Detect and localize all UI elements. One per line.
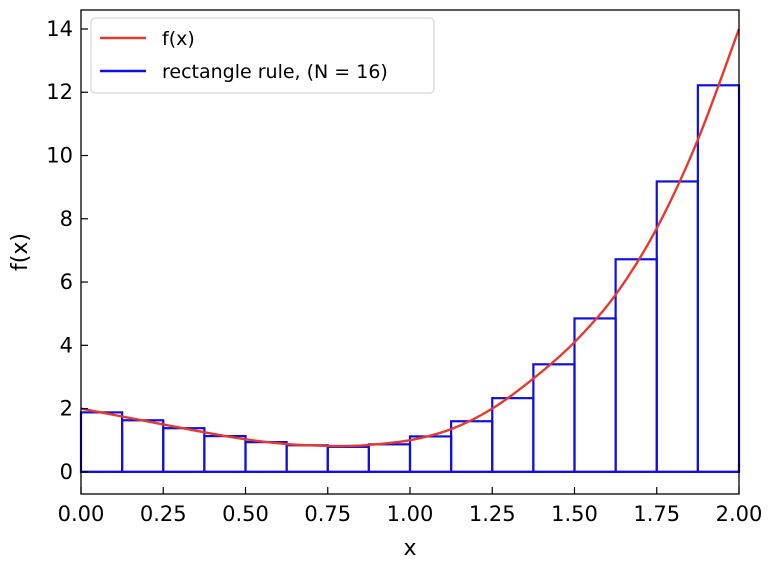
ticks-layer: 0.00 0.25 0.50 0.75 1.00 1.25 1.50 1.75 2.00 0 2 4 6… xyxy=(46,17,762,526)
x-tick-label: 2.00 xyxy=(716,502,763,526)
rectangle-bar xyxy=(491,397,535,473)
fx-curve xyxy=(80,28,741,448)
y-tick-label: 0 xyxy=(60,460,73,484)
y-tick-label: 14 xyxy=(46,17,73,41)
rectangle-bar xyxy=(367,443,412,473)
rectangle-bar xyxy=(121,419,165,473)
y-tick-label: 8 xyxy=(60,207,73,231)
rectangle-bar xyxy=(696,84,741,473)
legend-label-rectangle-rule: rectangle rule, (N = 16) xyxy=(162,61,388,83)
y-tick-label: 6 xyxy=(60,270,73,294)
rectangle-bar xyxy=(79,411,124,473)
rectangle-bar xyxy=(408,435,453,473)
rectangle-bar xyxy=(162,427,206,473)
legend: f(x) rectangle rule, (N = 16) xyxy=(90,17,435,94)
x-tick-label: 0.75 xyxy=(304,502,351,526)
x-axis-label: x xyxy=(403,536,416,561)
x-tick-label: 1.50 xyxy=(551,502,598,526)
rectangle-bar xyxy=(285,444,329,473)
y-axis-label: f(x) xyxy=(8,233,33,271)
rectangles-layer xyxy=(79,84,741,473)
plot-frame xyxy=(80,9,740,495)
rectangle-bar xyxy=(326,445,370,473)
rectangle-bar xyxy=(532,363,576,473)
x-tick-label: 0.00 xyxy=(58,502,105,526)
rectangle-bar xyxy=(450,420,494,473)
x-tick-label: 0.50 xyxy=(222,502,269,526)
rectangle-bar xyxy=(655,180,699,473)
legend-label-fx: f(x) xyxy=(162,28,195,50)
x-tick-label: 0.25 xyxy=(140,502,187,526)
legend-box xyxy=(90,17,435,94)
rectangle-bar xyxy=(244,441,288,473)
x-tick-label: 1.25 xyxy=(469,502,516,526)
y-tick-label: 10 xyxy=(46,144,73,168)
x-tick-label: 1.00 xyxy=(387,502,434,526)
x-tick-label: 1.75 xyxy=(633,502,680,526)
rectangle-bar xyxy=(203,435,247,473)
rectangle-bar xyxy=(614,258,658,473)
y-tick-label: 12 xyxy=(46,80,73,104)
curve-layer xyxy=(80,28,741,448)
rectangle-bar xyxy=(573,317,617,473)
y-tick-label: 4 xyxy=(60,333,73,357)
y-tick-label: 2 xyxy=(60,397,73,421)
